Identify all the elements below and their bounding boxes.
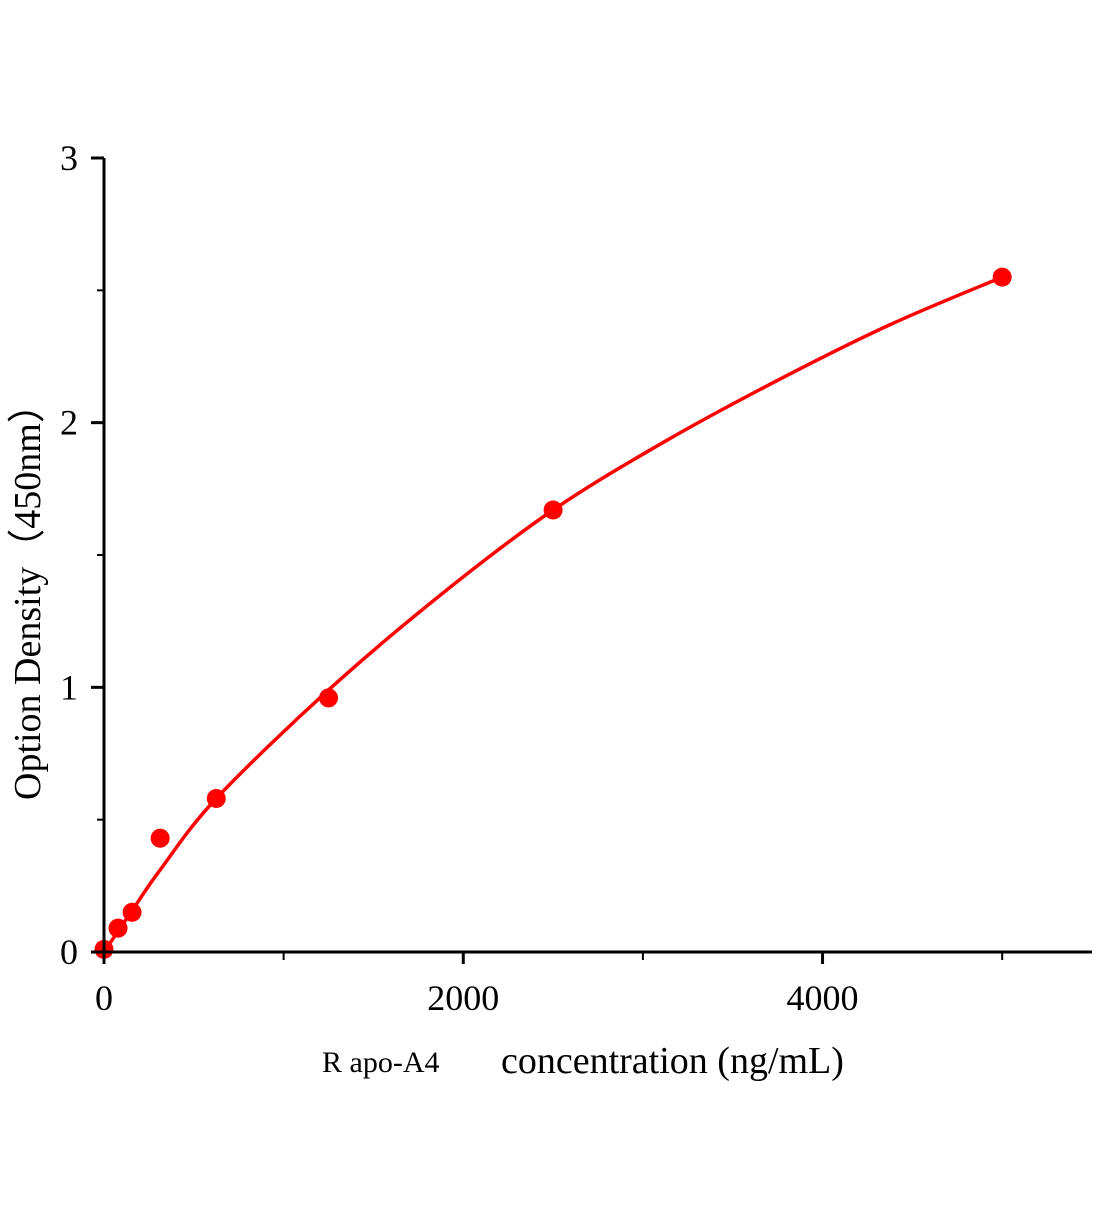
x-axis-label-prefix: R apo-A4 xyxy=(322,1046,439,1079)
data-point xyxy=(992,267,1012,287)
data-point xyxy=(543,500,563,520)
x-tick-label: 0 xyxy=(95,978,113,1018)
y-tick-label: 0 xyxy=(60,932,78,972)
x-axis-label: concentration (ng/mL) xyxy=(501,1040,844,1082)
y-tick-label: 2 xyxy=(60,403,78,443)
data-point xyxy=(122,902,142,922)
fit-curve xyxy=(102,275,1003,953)
data-point xyxy=(108,918,128,938)
data-point xyxy=(206,788,226,808)
y-tick-label: 1 xyxy=(60,667,78,707)
y-axis-label: Option Density（450nm） xyxy=(7,385,49,800)
data-point xyxy=(319,688,339,708)
data-point xyxy=(150,828,170,848)
x-tick-label: 2000 xyxy=(427,978,499,1018)
y-tick-label: 3 xyxy=(60,138,78,178)
x-tick-label: 4000 xyxy=(787,978,859,1018)
